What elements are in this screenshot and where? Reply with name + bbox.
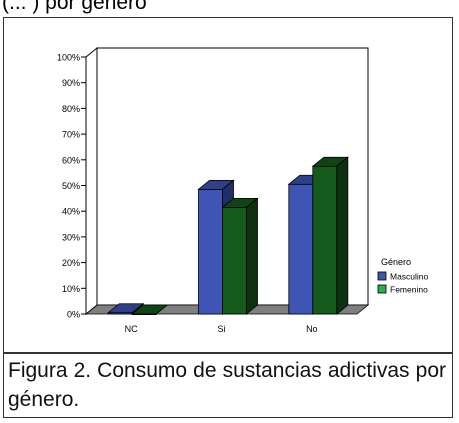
header-snippet: (... ) por género (2, 0, 147, 14)
figure-caption: Figura 2. Consumo de sustancias adictiva… (8, 359, 446, 411)
bar-side (155, 304, 168, 315)
bar-front (312, 165, 338, 315)
figure-divider (3, 352, 453, 354)
chart-side-wall (85, 46, 98, 316)
x-tick-label: No (306, 324, 318, 334)
legend-swatch-masculino (377, 271, 387, 281)
x-tick-label: NC (125, 324, 138, 334)
y-tick-label: 0% (67, 310, 80, 320)
y-tick-label: 10% (62, 284, 80, 294)
y-tick-label: 90% (62, 78, 80, 88)
bar-femenino-nc (131, 304, 169, 316)
y-tick-label: 50% (62, 181, 80, 191)
y-tick-label: 100% (57, 53, 80, 63)
bar-front (198, 188, 223, 315)
y-tick-label: 40% (62, 207, 80, 217)
bar-femenino-si (221, 197, 259, 315)
bar-front (288, 183, 314, 315)
x-tick-labels: NC Si No (125, 324, 318, 334)
y-tick-label: 70% (62, 130, 80, 140)
legend-label-masculino: Masculino (390, 272, 429, 282)
x-tick-label: Si (217, 324, 225, 334)
bar-front (222, 206, 247, 315)
y-tick-label: 60% (62, 155, 80, 165)
y-tick-label: 20% (62, 258, 80, 268)
legend-swatch-femenino (377, 284, 387, 294)
bar-chart: 0% 10% 20% 30% 40% 50% 60% 70% 80% 90% 100% NC Si No… (57, 46, 429, 334)
legend-title: Género (381, 257, 411, 267)
bar-side (336, 156, 349, 315)
chart-legend: Género Masculino Femenino (377, 257, 429, 295)
y-tick-label: 80% (62, 104, 80, 114)
figure-frame (3, 17, 453, 418)
chart-bars (107, 156, 349, 316)
bar-side (246, 197, 258, 315)
legend-label-femenino: Femenino (390, 285, 428, 295)
y-tick-label: 30% (62, 232, 80, 242)
bar-femenino-no (311, 156, 349, 315)
